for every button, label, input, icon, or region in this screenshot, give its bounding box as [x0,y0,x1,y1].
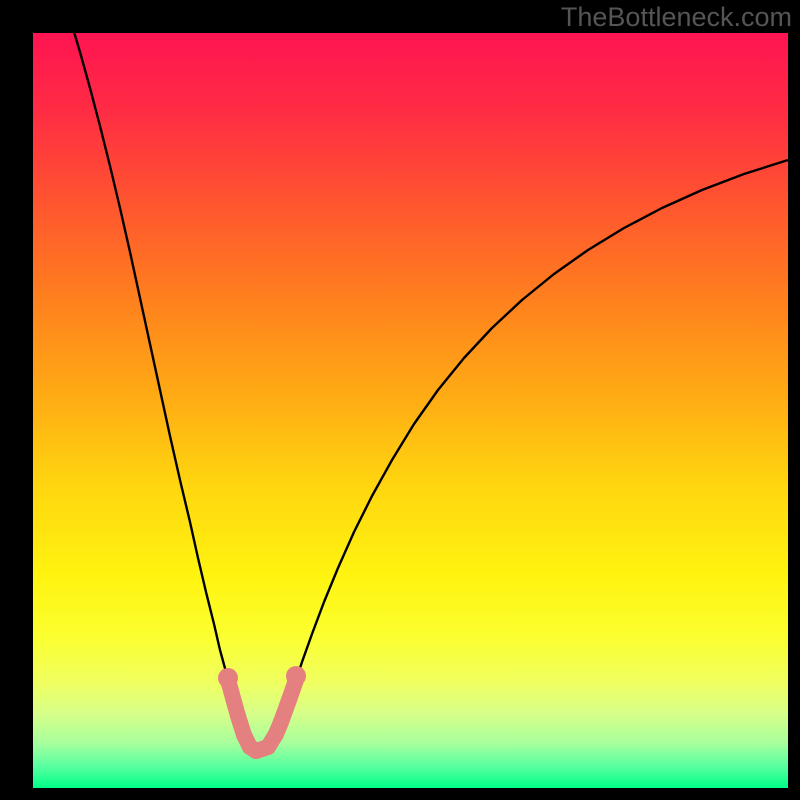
bottleneck-chart-svg [0,0,800,800]
chart-stage: TheBottleneck.com [0,0,800,800]
overlay-endpoint [218,668,238,688]
watermark-text: TheBottleneck.com [561,2,792,33]
overlay-endpoint [286,666,306,686]
plot-area [33,33,788,788]
